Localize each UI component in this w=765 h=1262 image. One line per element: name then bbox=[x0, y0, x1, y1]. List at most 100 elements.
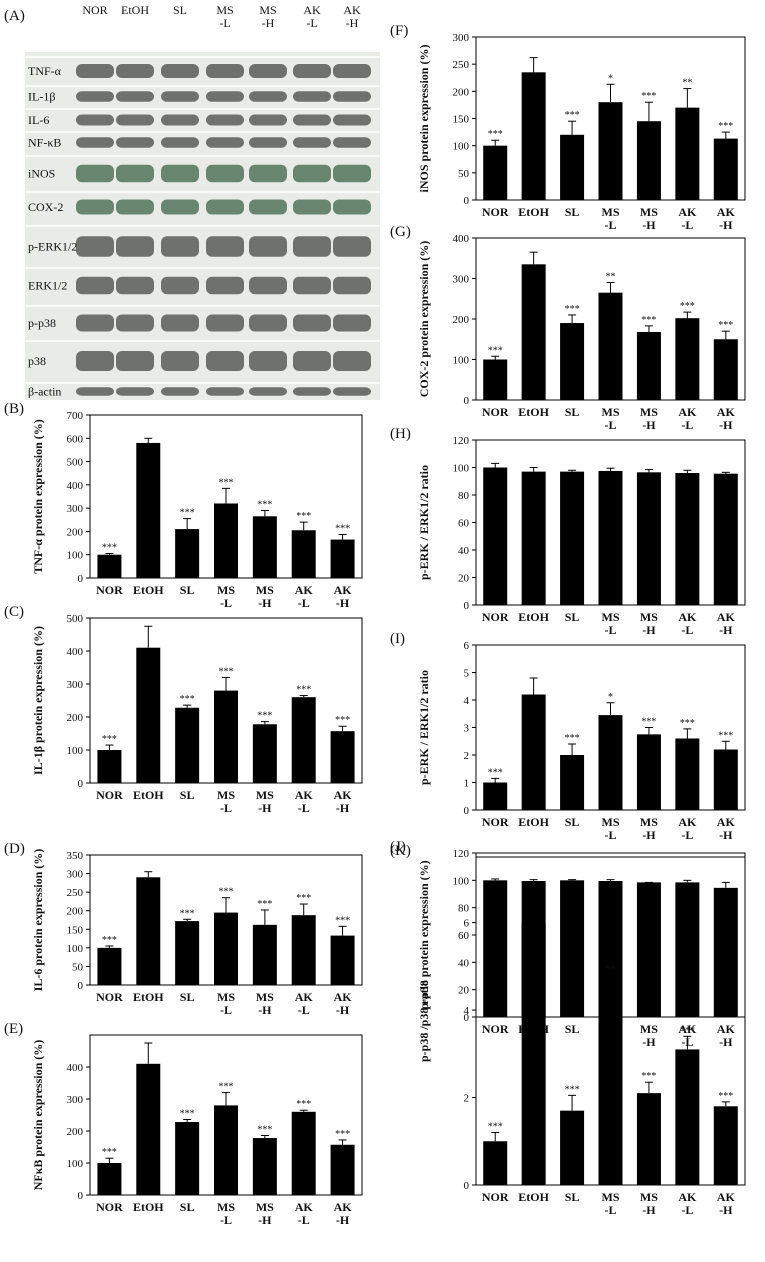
blot-band bbox=[116, 137, 154, 148]
bar bbox=[136, 877, 161, 985]
x-tick-label-line: -H bbox=[258, 596, 272, 610]
lane-label-line: -H bbox=[262, 16, 275, 30]
x-tick-label-line: -H bbox=[642, 828, 656, 842]
y-tick-label: 0 bbox=[78, 573, 84, 585]
x-tick-label: NOR bbox=[482, 815, 509, 829]
x-tick-label-line: AK bbox=[678, 205, 697, 219]
x-tick-label-line: MS bbox=[640, 610, 658, 624]
y-tick-label: 50 bbox=[72, 961, 84, 973]
bar bbox=[675, 738, 700, 810]
x-tick-label: MS-L bbox=[602, 610, 620, 637]
blot-band bbox=[76, 387, 114, 396]
bar bbox=[214, 503, 238, 578]
lane-label-line: MS bbox=[216, 3, 233, 17]
x-tick-label-line: MS bbox=[256, 1200, 274, 1214]
bar bbox=[291, 697, 316, 783]
blot-band bbox=[333, 114, 371, 126]
x-tick-label: AK -H bbox=[717, 405, 736, 432]
lane-label: NOR bbox=[82, 3, 107, 17]
y-tick-label: 400 bbox=[67, 480, 84, 492]
x-tick-label-line: EtOH bbox=[133, 583, 164, 597]
bar bbox=[598, 715, 623, 810]
y-tick-label: 0 bbox=[464, 1012, 470, 1024]
y-axis-label: IL-1β protein expression (%) bbox=[31, 626, 45, 775]
bar bbox=[713, 887, 738, 1017]
y-tick-label: 40 bbox=[458, 957, 470, 969]
x-tick-label: EtOH bbox=[133, 990, 164, 1004]
x-tick-label-line: -L bbox=[681, 1203, 693, 1217]
x-tick-label-line: MS bbox=[602, 815, 620, 829]
x-tick-label-line: -L bbox=[605, 1203, 617, 1217]
blot-band bbox=[116, 314, 154, 332]
plot-frame bbox=[475, 36, 746, 201]
band-label: ERK1/2 bbox=[28, 279, 67, 293]
x-tick-label-line: MS bbox=[602, 610, 620, 624]
x-tick-label-line: AK bbox=[334, 990, 353, 1004]
x-tick-label-line: NOR bbox=[96, 990, 123, 1004]
panel-label: (D) bbox=[4, 841, 25, 857]
x-tick-label: SL bbox=[180, 788, 195, 802]
band-label: IL-1β bbox=[28, 90, 55, 104]
bar bbox=[252, 724, 277, 783]
x-tick-label: NOR bbox=[482, 1022, 509, 1036]
x-tick-label: SL bbox=[565, 1190, 580, 1204]
y-tick-label: 3 bbox=[464, 723, 470, 735]
blot-band bbox=[333, 314, 371, 332]
y-tick-label: 0 bbox=[78, 980, 84, 992]
panel-label: (H) bbox=[390, 426, 411, 442]
x-tick-label-line: NOR bbox=[482, 610, 509, 624]
x-tick-label-line: -L bbox=[220, 1003, 232, 1017]
y-tick-label: 0 bbox=[464, 1180, 470, 1192]
bar bbox=[636, 734, 661, 810]
bar bbox=[175, 1122, 200, 1195]
significance-label: *** bbox=[488, 345, 503, 356]
y-axis-label: IL-6 protein expression (%) bbox=[31, 849, 45, 992]
lane-label-line: SL bbox=[173, 3, 187, 17]
x-tick-label: SL bbox=[565, 205, 580, 219]
significance-label: *** bbox=[296, 1099, 311, 1110]
x-tick-label: NOR bbox=[482, 1190, 509, 1204]
lane-label-line: EtOH bbox=[121, 3, 149, 17]
bar bbox=[598, 470, 623, 605]
y-tick-label: 6 bbox=[464, 918, 470, 930]
x-tick-label: NOR bbox=[482, 205, 509, 219]
x-tick-label-line: SL bbox=[565, 610, 580, 624]
x-tick-label-line: NOR bbox=[482, 205, 509, 219]
panel-label: (J) bbox=[390, 839, 406, 855]
blot-band bbox=[249, 276, 287, 295]
band-label: NF-κB bbox=[28, 136, 61, 150]
y-axis-label: p-p38 protein expression (%) bbox=[417, 860, 431, 1009]
x-tick-label-line: -H bbox=[642, 623, 656, 637]
x-tick-label: MS-L bbox=[602, 815, 620, 842]
blot-band bbox=[161, 114, 199, 126]
blot-band bbox=[206, 137, 244, 148]
x-tick-label: AK -H bbox=[334, 990, 353, 1017]
y-tick-label: 20 bbox=[458, 573, 470, 585]
x-tick-label-line: -H bbox=[642, 1035, 656, 1049]
plot-frame bbox=[475, 856, 746, 1186]
x-tick-label: SL bbox=[565, 815, 580, 829]
bar bbox=[560, 134, 585, 200]
significance-label: *** bbox=[641, 1071, 656, 1082]
bar bbox=[483, 1141, 508, 1185]
blot-band bbox=[333, 387, 371, 396]
significance-label: *** bbox=[180, 508, 195, 519]
x-tick-label-line: AK bbox=[334, 583, 353, 597]
y-tick-label: 6 bbox=[464, 640, 470, 652]
blot-band bbox=[161, 387, 199, 396]
x-tick-label-line: MS bbox=[217, 583, 235, 597]
bar bbox=[636, 472, 661, 605]
y-tick-label: 500 bbox=[67, 613, 84, 625]
x-tick-label-line: -L bbox=[220, 801, 232, 815]
blot-band bbox=[116, 276, 154, 295]
panel-label: (B) bbox=[4, 401, 24, 417]
y-tick-label: 4 bbox=[464, 1005, 470, 1017]
bar bbox=[598, 994, 623, 1185]
blot-band bbox=[249, 137, 287, 148]
significance-label: *** bbox=[102, 543, 117, 554]
y-tick-label: 0 bbox=[464, 195, 470, 207]
x-tick-label-line: MS bbox=[640, 1190, 658, 1204]
significance-label: ** bbox=[606, 964, 616, 975]
y-tick-label: 100 bbox=[453, 355, 470, 367]
x-tick-label: NOR bbox=[482, 610, 509, 624]
